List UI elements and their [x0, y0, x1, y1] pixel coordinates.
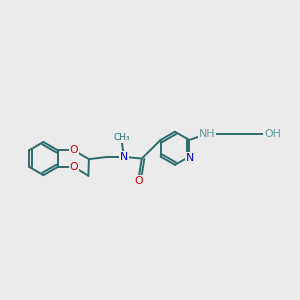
- Text: NH: NH: [199, 129, 215, 139]
- Text: N: N: [186, 153, 194, 163]
- Text: CH₃: CH₃: [113, 134, 130, 142]
- Text: OH: OH: [264, 129, 281, 139]
- Text: O: O: [135, 176, 143, 186]
- Text: O: O: [70, 162, 78, 172]
- Text: O: O: [70, 145, 78, 155]
- Text: N: N: [120, 152, 128, 162]
